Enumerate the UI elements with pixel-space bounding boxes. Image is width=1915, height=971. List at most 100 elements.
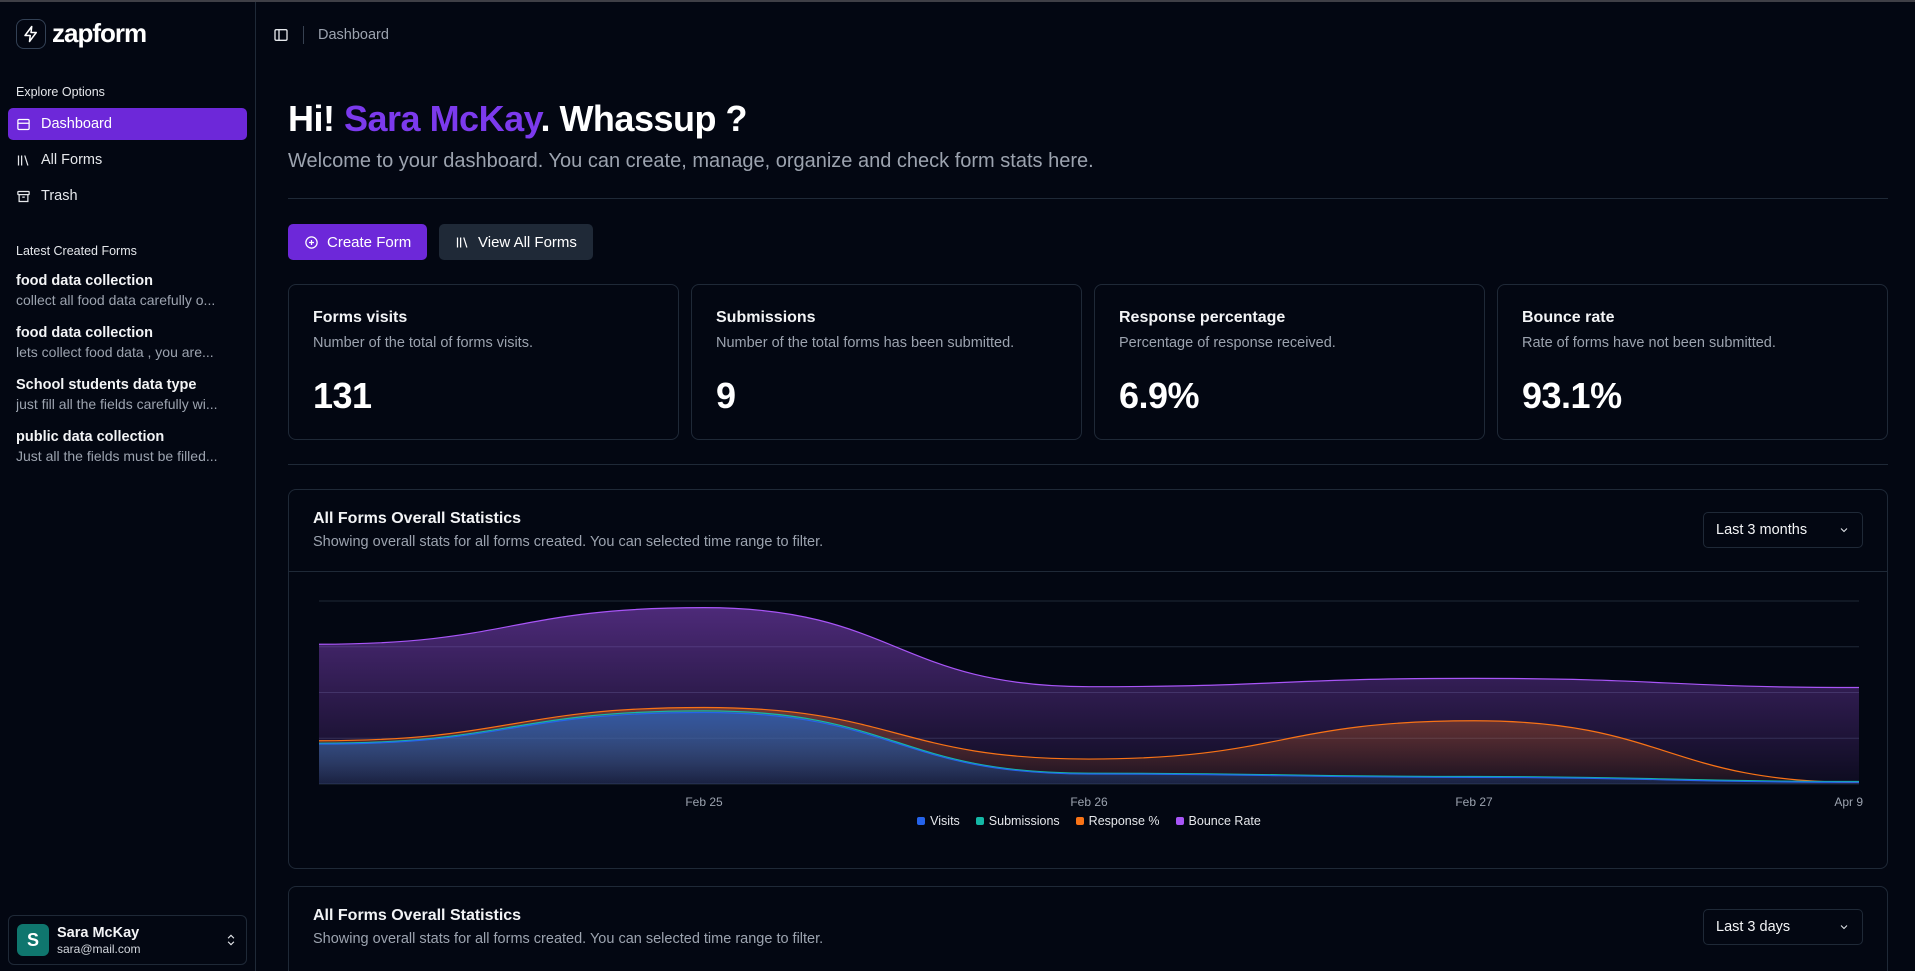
app-logo[interactable]: zapform xyxy=(16,18,147,49)
legend-swatch xyxy=(1175,817,1184,825)
chart-card-title: All Forms Overall Statistics xyxy=(313,907,522,924)
form-title: public data collection xyxy=(16,429,165,445)
area-chart: Feb 25 Feb 26 Feb 27 Apr 9 xyxy=(318,600,1863,809)
chart-legend: Visits Submissions Response % Bounce Rat… xyxy=(289,814,1889,828)
stat-title: Forms visits xyxy=(313,309,408,326)
stat-card-bounce-rate: Bounce rate Rate of forms have not been … xyxy=(1497,284,1888,440)
legend-swatch xyxy=(917,817,926,825)
window-top-border xyxy=(0,0,1915,2)
user-info: Sara McKay sara@mail.com xyxy=(57,925,224,956)
form-title: food data collection xyxy=(16,325,153,341)
stat-description: Number of the total forms has been submi… xyxy=(716,335,1015,351)
lightning-bolt-icon xyxy=(16,18,46,49)
form-title: food data collection xyxy=(16,273,153,289)
chart-card-header: All Forms Overall Statistics Showing ove… xyxy=(289,490,1887,572)
sidebar-nav: Dashboard All Forms Trash xyxy=(8,108,247,216)
chevrons-up-down-icon xyxy=(227,934,235,946)
stat-value: 131 xyxy=(313,375,372,416)
overall-stats-chart-card: All Forms Overall Statistics Showing ove… xyxy=(288,489,1888,869)
legend-swatch xyxy=(1075,817,1084,825)
sidebar-item-label: Trash xyxy=(41,188,78,204)
stat-description: Number of the total of forms visits. xyxy=(313,335,533,351)
legend-item-submissions: Submissions xyxy=(975,814,1060,828)
list-item[interactable]: public data collection Just all the fiel… xyxy=(16,429,240,464)
chevron-down-icon xyxy=(1840,528,1848,533)
series-area-visits xyxy=(319,712,1859,784)
sidebar-item-dashboard[interactable]: Dashboard xyxy=(8,108,247,140)
create-form-label: Create Form xyxy=(327,233,412,251)
plus-circle-icon xyxy=(305,235,318,249)
user-menu-button[interactable]: S Sara McKay sara@mail.com xyxy=(8,915,247,965)
series-line-visits xyxy=(318,711,1860,783)
time-range-select[interactable]: Last 3 days xyxy=(1703,909,1863,945)
greeting-prefix: Hi! xyxy=(288,98,344,139)
x-tick-label: Feb 25 xyxy=(685,795,723,809)
x-axis-ticks: Feb 25 Feb 26 Feb 27 Apr 9 xyxy=(685,795,1863,809)
create-form-button[interactable]: Create Form xyxy=(288,224,428,260)
stat-value: 93.1% xyxy=(1522,375,1622,416)
avatar: S xyxy=(17,924,49,956)
series-line-submissions xyxy=(318,710,1860,783)
list-item[interactable]: food data collection lets collect food d… xyxy=(16,325,240,360)
legend-label: Submissions xyxy=(988,814,1060,828)
page-title: Hi! Sara McKay. Whassup ? xyxy=(288,98,747,140)
legend-label: Visits xyxy=(930,814,960,828)
stat-description: Percentage of response received. xyxy=(1119,335,1336,351)
greeting-suffix: . Whassup ? xyxy=(540,98,747,139)
welcome-text: Welcome to your dashboard. You can creat… xyxy=(288,150,1094,172)
chart-card-description: Showing overall stats for all forms crea… xyxy=(313,534,824,550)
greeting-user-name: Sara McKay xyxy=(344,98,541,139)
stat-value: 6.9% xyxy=(1119,375,1200,416)
sidebar-item-trash[interactable]: Trash xyxy=(8,180,247,212)
list-item[interactable]: food data collection collect all food da… xyxy=(16,273,240,308)
legend-item-bounce-rate: Bounce Rate xyxy=(1175,814,1261,828)
time-range-select[interactable]: Last 3 months xyxy=(1703,512,1863,548)
list-item[interactable]: School students data type just fill all … xyxy=(16,377,240,412)
archive-icon xyxy=(17,190,30,202)
stat-card-forms-visits: Forms visits Number of the total of form… xyxy=(288,284,679,440)
sidebar-toggle-button[interactable] xyxy=(273,27,289,43)
library-icon xyxy=(456,236,468,248)
sidebar-item-all-forms[interactable]: All Forms xyxy=(8,144,247,176)
top-header: Dashboard xyxy=(257,2,1915,68)
stat-value: 9 xyxy=(716,375,736,416)
time-range-value: Last 3 days xyxy=(1716,919,1791,935)
stat-description: Rate of forms have not been submitted. xyxy=(1522,335,1776,351)
breadcrumb[interactable]: Dashboard xyxy=(318,27,389,43)
x-tick-label: Apr 9 xyxy=(1834,795,1863,809)
chart-series xyxy=(318,607,1860,784)
user-name: Sara McKay xyxy=(57,924,140,941)
stat-title: Bounce rate xyxy=(1522,309,1615,326)
view-all-forms-button[interactable]: View All Forms xyxy=(439,224,593,260)
stat-title: Response percentage xyxy=(1119,309,1286,326)
form-title: School students data type xyxy=(16,377,197,393)
divider xyxy=(288,198,1888,199)
latest-forms-heading: Latest Created Forms xyxy=(16,244,137,258)
sidebar-item-label: Dashboard xyxy=(41,116,112,132)
overall-stats-chart-card-2: All Forms Overall Statistics Showing ove… xyxy=(288,886,1888,971)
series-line-response xyxy=(318,706,1860,783)
library-icon xyxy=(17,154,29,166)
stat-title: Submissions xyxy=(716,309,816,326)
x-tick-label: Feb 26 xyxy=(1070,795,1108,809)
legend-item-response: Response % xyxy=(1075,814,1160,828)
divider xyxy=(288,464,1888,465)
stats-cards: Forms visits Number of the total of form… xyxy=(288,284,1888,440)
explore-options-heading: Explore Options xyxy=(16,85,105,99)
legend-label: Response % xyxy=(1088,814,1160,828)
view-all-forms-label: View All Forms xyxy=(478,233,577,251)
chevron-down-icon xyxy=(1840,925,1848,930)
chart-card-title: All Forms Overall Statistics xyxy=(313,510,522,527)
time-range-value: Last 3 months xyxy=(1716,522,1808,538)
sidebar-item-label: All Forms xyxy=(41,152,103,168)
app-name: zapform xyxy=(52,18,147,48)
form-description: Just all the fields must be filled... xyxy=(16,448,218,464)
legend-swatch xyxy=(975,817,984,825)
legend-label: Bounce Rate xyxy=(1188,814,1261,828)
calendar-icon xyxy=(17,118,30,130)
legend-item-visits: Visits xyxy=(917,814,960,828)
sidebar: zapform Explore Options Dashboard All Fo… xyxy=(0,2,256,971)
user-email: sara@mail.com xyxy=(57,941,141,956)
chart-card-description: Showing overall stats for all forms crea… xyxy=(313,931,824,947)
x-tick-label: Feb 27 xyxy=(1455,795,1493,809)
